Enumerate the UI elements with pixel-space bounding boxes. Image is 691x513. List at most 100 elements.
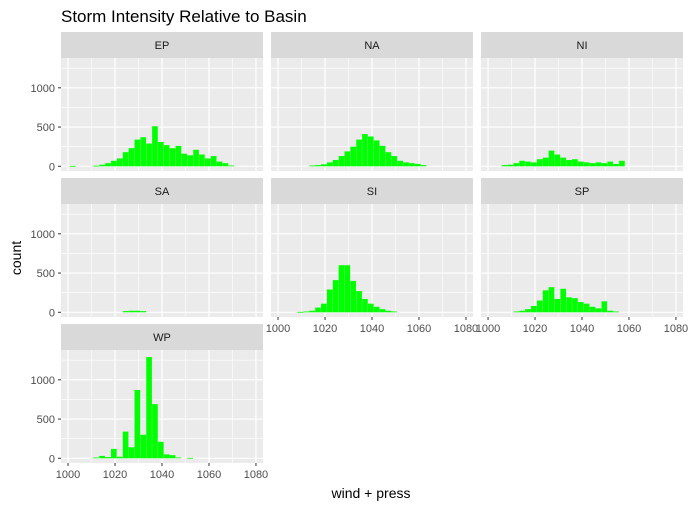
x-tick-label: 1040 <box>570 323 594 335</box>
x-tick-label: 1000 <box>266 323 290 335</box>
histogram-bar <box>379 309 386 313</box>
histogram-bar <box>152 404 158 459</box>
histogram-bar <box>501 165 508 167</box>
histogram-bar <box>385 152 392 167</box>
histogram-bar <box>204 158 211 167</box>
facet-strip-label: SI <box>367 186 377 198</box>
histogram-bar <box>140 311 147 313</box>
histogram-bar <box>128 447 135 459</box>
histogram-bar <box>326 289 333 313</box>
histogram-bar <box>338 265 345 313</box>
histogram-bar <box>536 300 543 313</box>
facet-strip-label: EP <box>155 40 170 52</box>
histogram-bar <box>572 159 578 167</box>
histogram-bar <box>385 310 392 313</box>
x-axis-title: wind + press <box>331 485 411 501</box>
facet-strip <box>61 324 263 350</box>
histogram-bar <box>338 156 345 167</box>
histogram-bar <box>140 434 147 459</box>
histogram-bar <box>420 165 427 167</box>
histogram-bar <box>542 290 549 313</box>
histogram-bar <box>362 298 368 313</box>
histogram-bar <box>589 306 596 313</box>
histogram-bar <box>122 311 129 313</box>
histogram-bar <box>379 145 386 167</box>
histogram-bar <box>548 287 555 313</box>
y-tick-label: 500 <box>37 268 55 280</box>
histogram-bar <box>554 154 561 167</box>
histogram-bar <box>525 161 531 167</box>
histogram-bar <box>175 145 182 167</box>
histogram-bar <box>409 163 415 167</box>
histogram-bar <box>566 297 572 313</box>
histogram-bar <box>169 148 176 167</box>
histogram-bar <box>601 163 608 167</box>
histogram-bar <box>175 457 182 459</box>
histogram-bar <box>128 148 135 167</box>
facet-strip-label: SA <box>155 186 170 198</box>
histogram-bar <box>332 280 339 313</box>
histogram-bar <box>513 311 520 313</box>
y-tick-label: 0 <box>49 453 55 465</box>
histogram-bar <box>548 150 555 167</box>
histogram-bar <box>542 157 549 167</box>
x-tick-label: 1020 <box>313 323 337 335</box>
histogram-bar <box>116 158 123 167</box>
histogram-bar <box>362 134 368 167</box>
y-tick-label: 500 <box>37 122 55 134</box>
histogram-bar <box>350 146 357 167</box>
histogram-bar <box>536 159 543 167</box>
x-tick-label: 1080 <box>454 323 478 335</box>
histogram-bar <box>169 455 176 459</box>
histogram-bar <box>187 457 194 459</box>
facet-na: NA <box>271 32 473 171</box>
histogram-bar <box>297 311 304 313</box>
histogram-bar <box>309 310 315 313</box>
histogram-bar <box>566 160 572 167</box>
histogram-bar <box>607 161 614 167</box>
histogram-bar <box>152 126 158 167</box>
histogram-bar <box>368 303 374 313</box>
histogram-bar <box>158 441 164 459</box>
y-tick-label: 0 <box>49 307 55 319</box>
histogram-bar <box>525 309 531 313</box>
y-axis-title: count <box>8 241 24 275</box>
histogram-bar <box>134 310 141 313</box>
x-tick-label: 1060 <box>407 323 431 335</box>
y-tick-label: 1000 <box>31 83 55 95</box>
histogram-bar <box>93 457 100 459</box>
x-tick-label: 1080 <box>244 469 268 481</box>
facet-strip-label: NA <box>364 40 380 52</box>
histogram-bar <box>513 163 520 167</box>
x-tick-label: 1040 <box>150 469 174 481</box>
histogram-bar <box>128 310 135 313</box>
facet-strip <box>271 32 473 58</box>
histogram-bar <box>507 164 514 167</box>
histogram-bar <box>344 265 351 313</box>
facet-panels: EP 0 500 1000 NA NI SA 0 500 1000 SI 1000 1020 1040 10… <box>31 32 688 481</box>
histogram-bar <box>99 164 105 167</box>
facet-strip <box>481 32 683 58</box>
histogram-bar <box>146 357 152 459</box>
histogram-bar <box>356 139 362 167</box>
histogram-bar <box>391 156 398 167</box>
histogram-bar <box>595 308 602 313</box>
histogram-bar <box>99 455 105 459</box>
histogram-bar <box>368 136 374 167</box>
histogram-bar <box>181 153 188 167</box>
histogram-bar <box>93 165 100 167</box>
histogram-bar <box>105 457 111 459</box>
histogram-bar <box>216 161 223 167</box>
histogram-bar <box>350 280 357 313</box>
histogram-bar <box>111 448 117 459</box>
facet-strip <box>481 178 683 204</box>
histogram-bar <box>397 160 404 167</box>
histogram-bar <box>595 162 602 167</box>
y-tick-label: 0 <box>49 161 55 173</box>
facet-strip <box>61 178 263 204</box>
histogram-bar <box>332 160 339 167</box>
histogram-bar <box>560 288 567 313</box>
y-tick-label: 500 <box>37 414 55 426</box>
histogram-bar <box>391 311 398 313</box>
